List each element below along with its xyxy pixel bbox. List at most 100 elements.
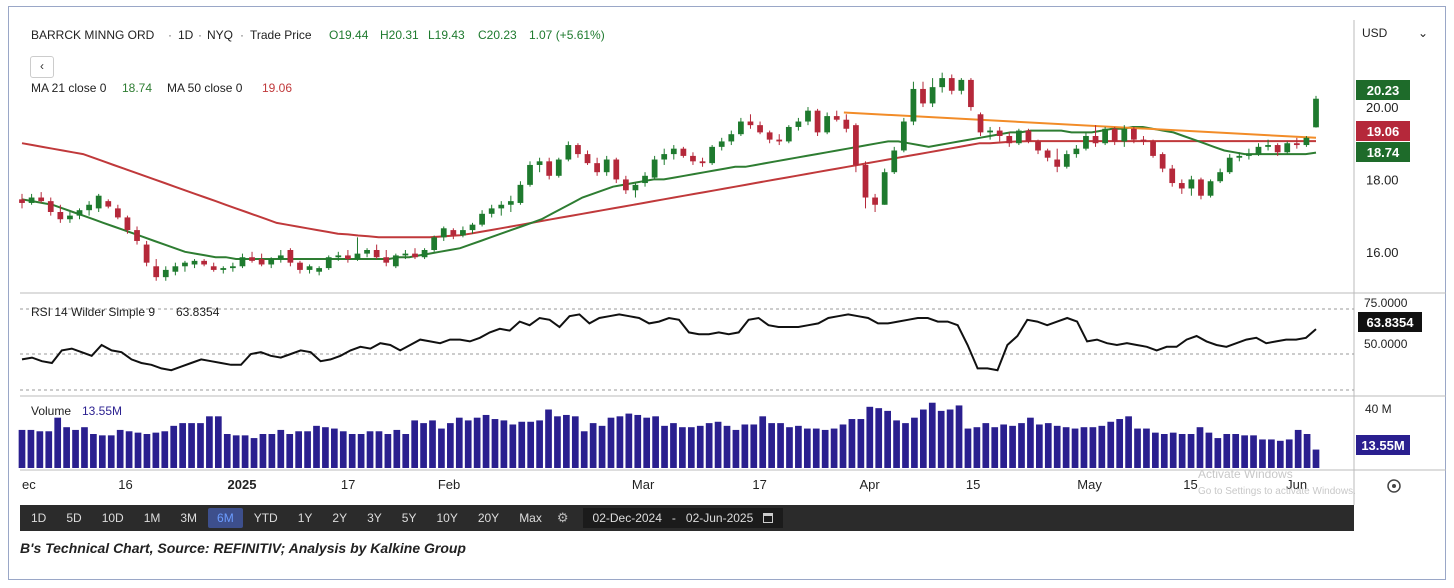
volume-bar (518, 421, 526, 468)
last-price-tag-text: 20.23 (1367, 83, 1400, 98)
ma21-legend-value: 18.74 (122, 81, 152, 95)
candle-body (785, 126, 792, 142)
date-range-sep: - (671, 511, 676, 525)
volume-bar (438, 428, 445, 468)
candle-body (162, 269, 169, 278)
candle-body (1217, 172, 1224, 182)
volume-legend-value: 13.55M (82, 404, 122, 418)
date-range-box[interactable]: 02-Dec-2024 - 02-Jun-2025 (582, 508, 784, 528)
candle-body (354, 253, 361, 260)
candle-body (268, 259, 275, 265)
candle-body (651, 159, 658, 178)
calendar-icon[interactable] (763, 513, 774, 523)
ma21-tag (1356, 142, 1410, 162)
volume-bar (116, 429, 124, 468)
candle-body (1226, 157, 1233, 173)
volume-bar (857, 419, 865, 468)
volume-bar (884, 410, 891, 468)
range-button-2y[interactable]: 2Y (332, 511, 348, 525)
currency-selector[interactable]: USD ⌄ (1362, 26, 1428, 40)
volume-bar (661, 425, 668, 468)
volume-bar (259, 434, 267, 468)
volume-bar (384, 434, 392, 468)
candle-body (105, 201, 112, 207)
volume-bar (1089, 427, 1097, 468)
candle-body (776, 139, 783, 142)
volume-bar (72, 429, 79, 468)
candle-body (124, 217, 131, 231)
volume-bar (107, 435, 115, 468)
candle-body (757, 125, 763, 133)
candle-body (306, 266, 313, 270)
ma50-tag-text: 19.06 (1367, 124, 1400, 139)
volume-bar (1294, 429, 1302, 468)
header-close: C20.23 (478, 28, 517, 42)
date-to: 02-Jun-2025 (685, 511, 754, 525)
volume-bar (973, 427, 981, 468)
volume-bar (1062, 427, 1070, 468)
volume-bar (1223, 434, 1231, 468)
range-button-5y[interactable]: 5Y (401, 511, 417, 525)
volume-bar (527, 421, 535, 468)
range-button-1y[interactable]: 1Y (297, 511, 313, 525)
volume-bar (875, 408, 883, 468)
range-button-max[interactable]: Max (519, 511, 542, 525)
volume-tag-text: 13.55M (1361, 438, 1404, 453)
range-button-ytd[interactable]: YTD (253, 511, 278, 525)
volume-legend-label: Volume (31, 404, 71, 418)
candle-body (297, 262, 303, 270)
x-tick-label: 17 (341, 477, 355, 492)
volume-bar (589, 423, 597, 468)
volume-bar (170, 425, 178, 468)
volume-bar (598, 425, 606, 468)
range-button-1d[interactable]: 1D (31, 511, 47, 525)
candle-body (345, 255, 351, 260)
volume-bar (420, 423, 427, 468)
candle-body (527, 164, 533, 185)
candle-body (1169, 168, 1176, 184)
volume-bar (304, 431, 311, 468)
volume-bar (348, 434, 356, 468)
candle-body (364, 250, 370, 254)
ma21-tag-text: 18.74 (1367, 145, 1400, 160)
volume-bar (634, 414, 642, 468)
currency-label: USD (1362, 26, 1388, 40)
candle-body (1073, 148, 1080, 155)
range-button-10d[interactable]: 10D (101, 511, 124, 525)
range-button-5d[interactable]: 5D (66, 511, 82, 525)
candle-body (968, 79, 974, 108)
range-button-1m[interactable]: 1M (143, 511, 161, 525)
volume-bar (705, 423, 713, 468)
header-interval: 1D (178, 28, 194, 42)
candle-body (1006, 136, 1013, 144)
range-button-3m[interactable]: 3M (180, 511, 198, 525)
candle-body (460, 230, 466, 236)
settings-small-icon[interactable]: ⚙ (556, 510, 569, 525)
range-button-20y[interactable]: 20Y (477, 511, 500, 525)
candle-body (958, 79, 965, 91)
volume-bar (866, 406, 874, 468)
volume-bar (1036, 424, 1043, 468)
candle-body (1092, 136, 1099, 144)
ma50-line (21, 140, 1316, 239)
range-button-3y[interactable]: 3Y (367, 511, 382, 525)
header-sep-1: · (168, 28, 172, 42)
candle-body (738, 121, 744, 135)
back-button[interactable]: ‹ (30, 56, 54, 78)
range-button-6m[interactable]: 6M (208, 508, 243, 528)
settings-gear-icon[interactable] (1387, 479, 1401, 493)
range-button-10y[interactable]: 10Y (436, 511, 458, 525)
volume-bar (223, 434, 231, 468)
candle-body (622, 179, 629, 191)
volume-bar (893, 420, 900, 468)
candle-body (287, 250, 294, 263)
candle-body (76, 210, 83, 216)
volume-bar (946, 409, 954, 468)
volume-bar (777, 423, 784, 468)
volume-bar (1196, 427, 1204, 468)
candle-body (1102, 128, 1109, 144)
candle-body (19, 199, 25, 203)
candle-body (1207, 181, 1214, 196)
volume-bar (563, 414, 570, 468)
